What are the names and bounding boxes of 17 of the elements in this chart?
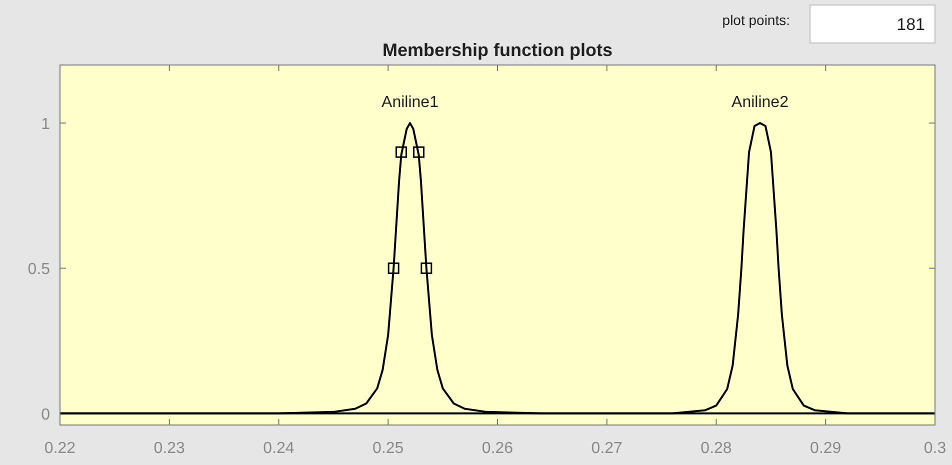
- chart-title: Membership function plots: [382, 40, 613, 60]
- number-input-field: 181: [810, 4, 936, 44]
- x-tick-label: 0.29: [810, 440, 842, 457]
- x-tick-label: 0.3: [924, 440, 946, 457]
- x-tick-label: 0.28: [700, 440, 732, 457]
- series-label: Aniline2: [732, 94, 789, 112]
- text: plot points:: [722, 12, 790, 28]
- x-tick-label: 0.25: [372, 440, 404, 457]
- x-tick-label: 0.26: [482, 440, 514, 457]
- x-tick-label: 0.27: [591, 440, 623, 457]
- y-tick-label: 0: [41, 406, 50, 424]
- series-label: Aniline1: [382, 94, 439, 112]
- x-tick-label: 0.23: [154, 440, 186, 457]
- y-tick-label: 1: [41, 116, 50, 134]
- y-tick-label: 0.5: [28, 261, 50, 278]
- x-tick-label: 0.22: [44, 440, 76, 457]
- x-tick-label: 0.24: [263, 440, 294, 457]
